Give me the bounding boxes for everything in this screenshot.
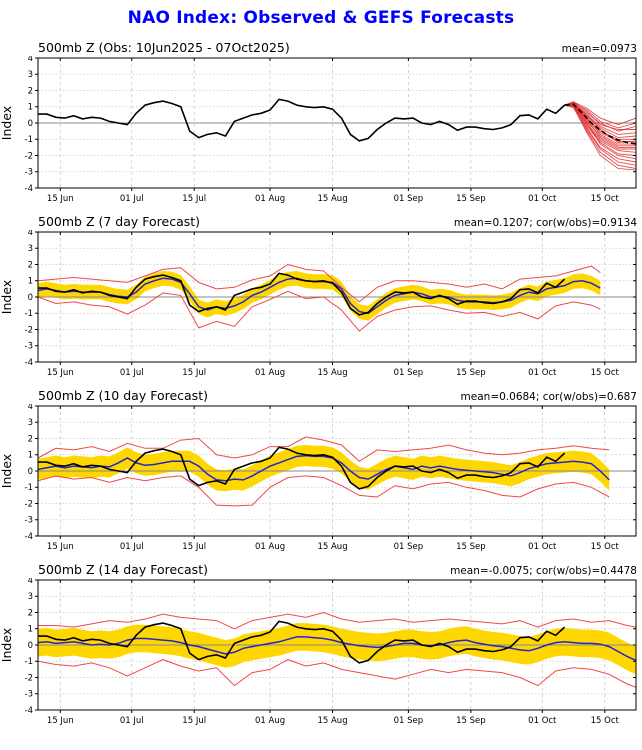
svg-text:-4: -4 <box>25 532 33 542</box>
panel-forecast-14day-stats: mean=-0.0075; cor(w/obs)=0.4478 <box>450 565 637 577</box>
svg-text:01 Sep: 01 Sep <box>394 194 424 204</box>
svg-text:15 Aug: 15 Aug <box>317 716 347 726</box>
svg-text:3: 3 <box>28 418 33 428</box>
panel-forecast-7day-title: 500mb Z (7 day Forecast) <box>38 214 201 229</box>
panel-forecast-7day-header: 500mb Z (7 day Forecast) mean=0.1207; co… <box>38 214 637 230</box>
svg-text:3: 3 <box>28 70 33 80</box>
svg-text:Index: Index <box>0 106 14 140</box>
svg-text:15 Jul: 15 Jul <box>182 368 206 378</box>
panel-observed: 500mb Z (Obs: 10Jun2025 - 07Oct2025) mea… <box>0 40 642 204</box>
svg-text:15 Oct: 15 Oct <box>591 542 620 552</box>
svg-text:-3: -3 <box>25 690 33 700</box>
svg-text:0: 0 <box>28 641 33 651</box>
svg-text:Index: Index <box>0 280 14 314</box>
svg-text:4: 4 <box>28 404 33 412</box>
panel-forecast-10day-stats: mean=0.0684; cor(w/obs)=0.687 <box>460 391 637 403</box>
svg-text:15 Jun: 15 Jun <box>47 716 74 726</box>
panel-forecast-7day-stats: mean=0.1207; cor(w/obs)=0.9134 <box>453 217 637 229</box>
svg-text:Index: Index <box>0 454 14 488</box>
svg-text:2: 2 <box>28 434 33 444</box>
svg-text:15 Jun: 15 Jun <box>47 542 74 552</box>
svg-text:01 Sep: 01 Sep <box>394 716 424 726</box>
svg-text:-2: -2 <box>25 151 33 161</box>
svg-text:01 Oct: 01 Oct <box>528 716 557 726</box>
svg-text:15 Aug: 15 Aug <box>317 368 347 378</box>
svg-text:0: 0 <box>28 119 33 129</box>
svg-text:3: 3 <box>28 592 33 602</box>
panel-observed-stats: mean=0.0973 <box>561 43 637 55</box>
svg-text:1: 1 <box>28 277 33 287</box>
svg-text:01 Oct: 01 Oct <box>528 542 557 552</box>
svg-text:01 Sep: 01 Sep <box>394 542 424 552</box>
panel-forecast-10day: 500mb Z (10 day Forecast) mean=0.0684; c… <box>0 388 642 552</box>
page-title: NAO Index: Observed & GEFS Forecasts <box>127 8 515 28</box>
svg-text:01 Aug: 01 Aug <box>255 542 285 552</box>
svg-text:15 Jul: 15 Jul <box>182 716 206 726</box>
svg-text:-1: -1 <box>25 657 33 667</box>
panel-observed-header: 500mb Z (Obs: 10Jun2025 - 07Oct2025) mea… <box>38 40 637 56</box>
observed-plot: -4 -3 -2 -1 0 1 2 3 4 15 Jun 01 Jul 15 Jul 01 Aug 15 … <box>0 56 637 204</box>
svg-text:15 Aug: 15 Aug <box>317 194 347 204</box>
svg-text:15 Oct: 15 Oct <box>591 194 620 204</box>
forecast-14day-plot: -4 -3 -2 -1 0 1 2 3 4 15 Jun 01 Jul 15 Jul 01 Aug 15 … <box>0 578 637 726</box>
svg-text:1: 1 <box>28 451 33 461</box>
svg-text:-1: -1 <box>25 135 33 145</box>
svg-text:2: 2 <box>28 86 33 96</box>
svg-text:4: 4 <box>28 56 33 64</box>
svg-text:15 Jun: 15 Jun <box>47 194 74 204</box>
svg-text:01 Aug: 01 Aug <box>255 194 285 204</box>
svg-text:-2: -2 <box>25 673 33 683</box>
svg-text:15 Aug: 15 Aug <box>317 542 347 552</box>
svg-text:3: 3 <box>28 244 33 254</box>
svg-text:2: 2 <box>28 260 33 270</box>
svg-text:01 Aug: 01 Aug <box>255 716 285 726</box>
svg-text:01 Aug: 01 Aug <box>255 368 285 378</box>
svg-text:15 Jul: 15 Jul <box>182 194 206 204</box>
svg-text:0: 0 <box>28 293 33 303</box>
forecast-7day-plot: -4 -3 -2 -1 0 1 2 3 4 15 Jun 01 Jul 15 Jul 01 Aug 15 … <box>0 230 637 378</box>
svg-text:15 Sep: 15 Sep <box>456 542 486 552</box>
svg-text:4: 4 <box>28 578 33 586</box>
forecast-10day-plot: -4 -3 -2 -1 0 1 2 3 4 15 Jun 01 Jul 15 Jul 01 Aug 15 … <box>0 404 637 552</box>
panel-forecast-10day-header: 500mb Z (10 day Forecast) mean=0.0684; c… <box>38 388 637 404</box>
svg-text:-3: -3 <box>25 516 33 526</box>
svg-text:01 Sep: 01 Sep <box>394 368 424 378</box>
svg-text:01 Oct: 01 Oct <box>528 194 557 204</box>
svg-text:15 Sep: 15 Sep <box>456 716 486 726</box>
panel-forecast-14day-header: 500mb Z (14 day Forecast) mean=-0.0075; … <box>38 562 637 578</box>
svg-text:01 Jul: 01 Jul <box>120 542 144 552</box>
svg-text:-4: -4 <box>25 706 33 716</box>
svg-text:01 Jul: 01 Jul <box>120 368 144 378</box>
panel-forecast-14day: 500mb Z (14 day Forecast) mean=-0.0075; … <box>0 562 642 726</box>
svg-text:01 Jul: 01 Jul <box>120 194 144 204</box>
svg-text:-4: -4 <box>25 358 33 368</box>
svg-text:15 Sep: 15 Sep <box>456 194 486 204</box>
svg-text:15 Jun: 15 Jun <box>47 368 74 378</box>
svg-text:-2: -2 <box>25 325 33 335</box>
panel-forecast-14day-title: 500mb Z (14 day Forecast) <box>38 562 208 577</box>
svg-text:Index: Index <box>0 628 14 662</box>
svg-text:1: 1 <box>28 103 33 113</box>
panel-observed-title: 500mb Z (Obs: 10Jun2025 - 07Oct2025) <box>38 40 290 55</box>
svg-text:1: 1 <box>28 625 33 635</box>
svg-text:-4: -4 <box>25 184 33 194</box>
svg-text:15 Sep: 15 Sep <box>456 368 486 378</box>
panel-forecast-7day: 500mb Z (7 day Forecast) mean=0.1207; co… <box>0 214 642 378</box>
svg-text:-1: -1 <box>25 483 33 493</box>
svg-text:4: 4 <box>28 230 33 238</box>
svg-text:-1: -1 <box>25 309 33 319</box>
svg-text:01 Jul: 01 Jul <box>120 716 144 726</box>
svg-text:2: 2 <box>28 608 33 618</box>
svg-text:15 Oct: 15 Oct <box>591 716 620 726</box>
svg-text:-2: -2 <box>25 499 33 509</box>
svg-text:01 Oct: 01 Oct <box>528 368 557 378</box>
svg-text:-3: -3 <box>25 342 33 352</box>
svg-text:15 Jul: 15 Jul <box>182 542 206 552</box>
svg-text:15 Oct: 15 Oct <box>591 368 620 378</box>
panel-forecast-10day-title: 500mb Z (10 day Forecast) <box>38 388 208 403</box>
svg-text:-3: -3 <box>25 168 33 178</box>
svg-text:0: 0 <box>28 467 33 477</box>
